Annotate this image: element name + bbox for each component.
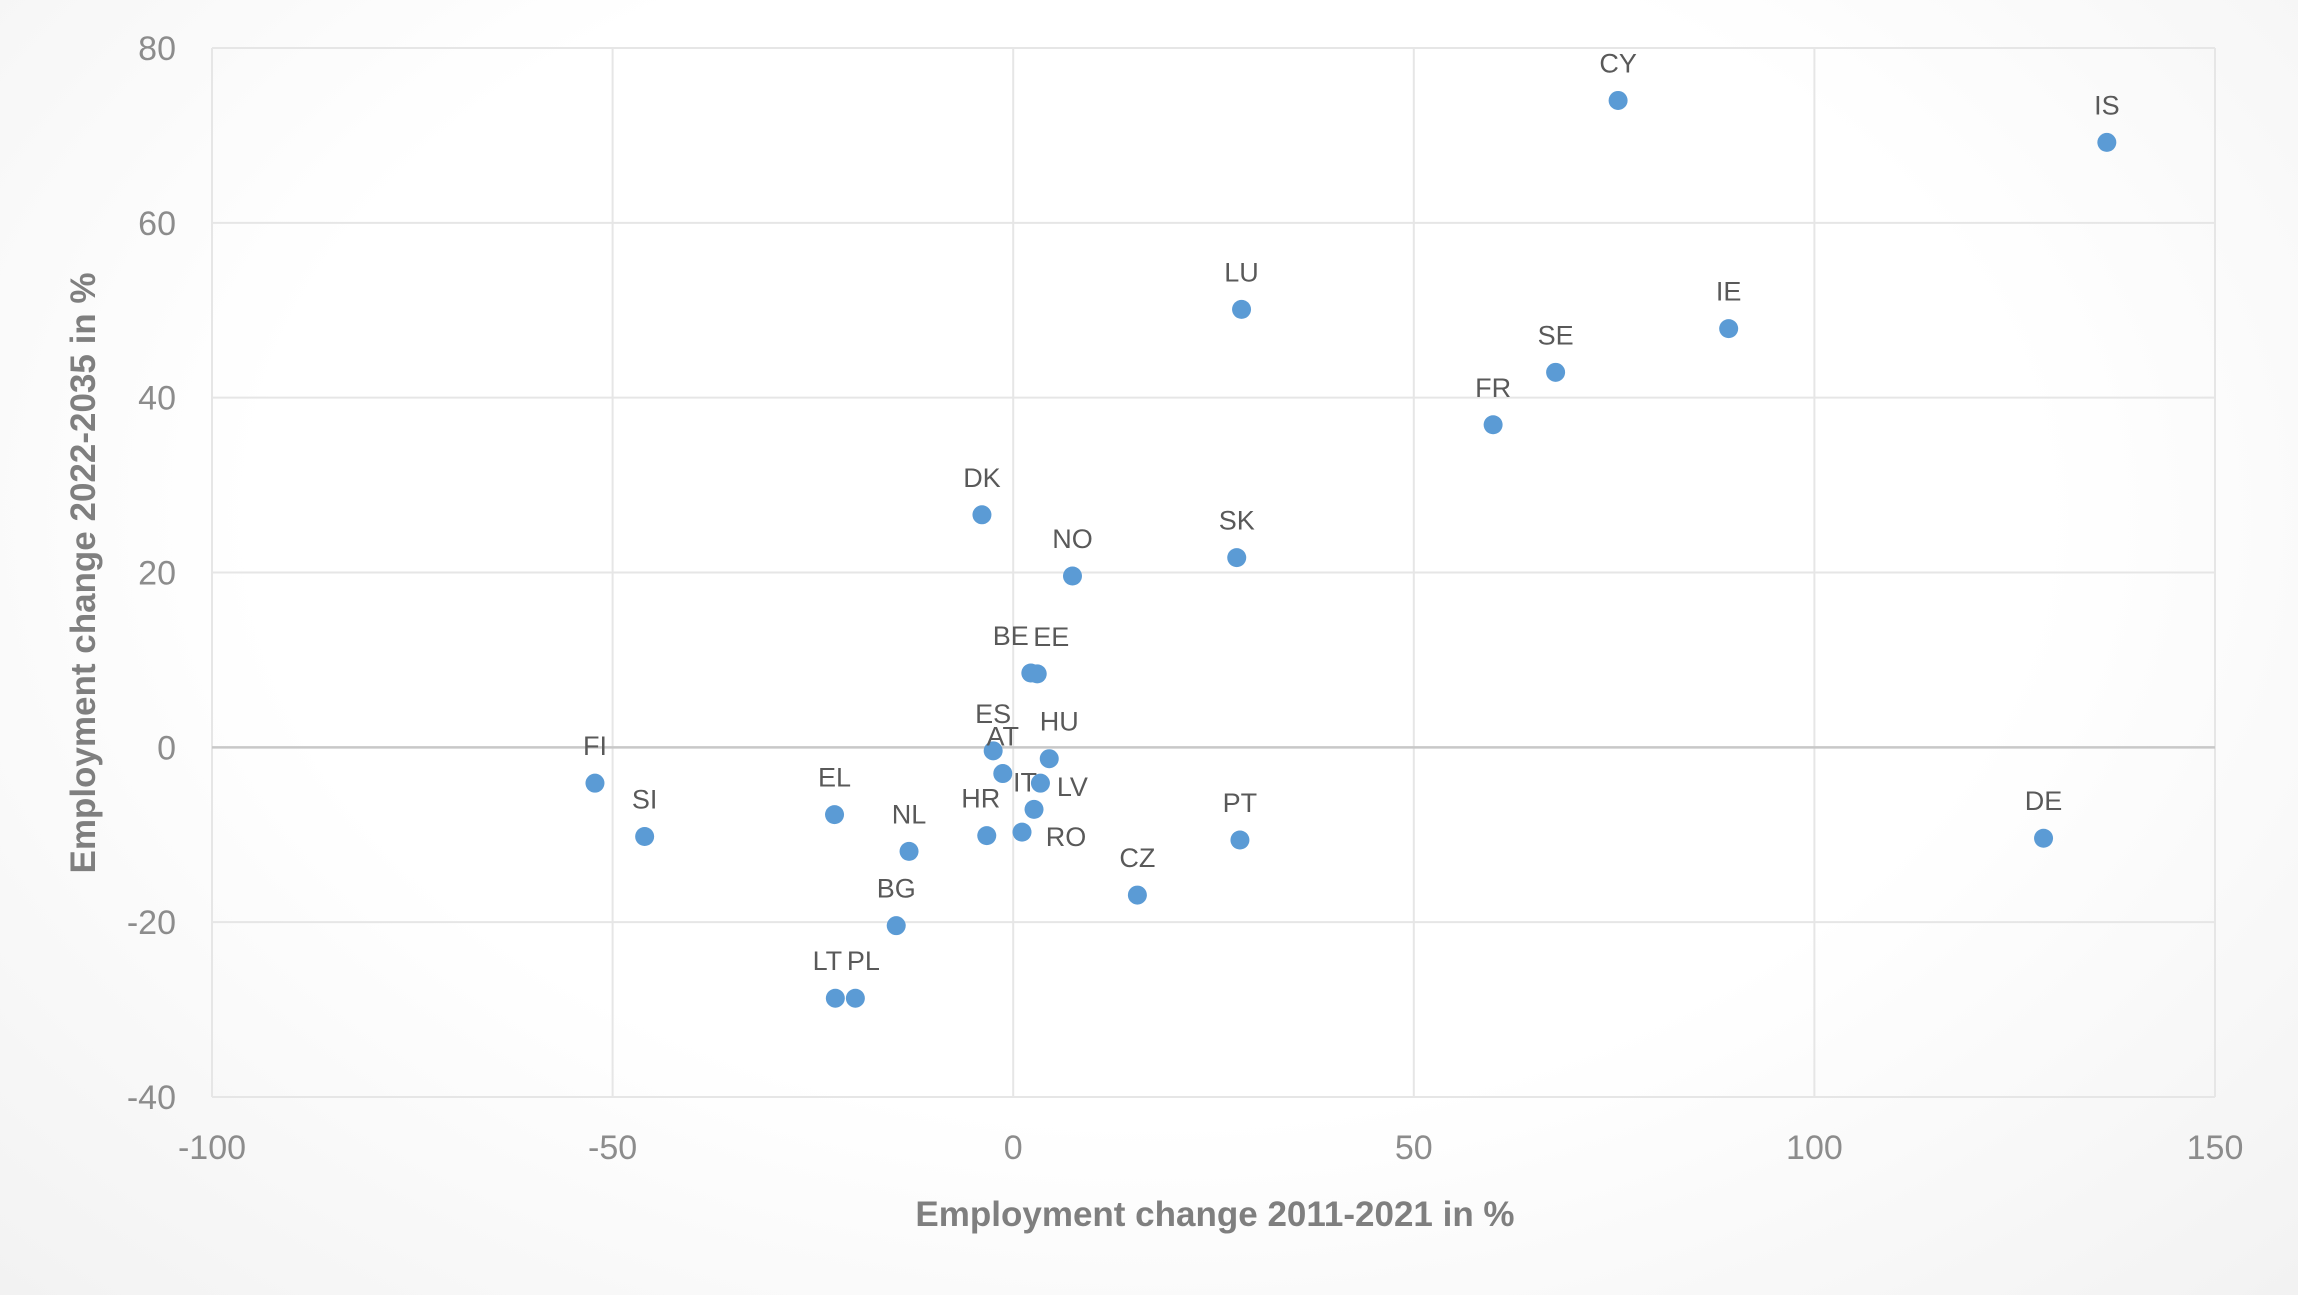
point-label-ee: EE xyxy=(1033,622,1069,652)
point-label-nl: NL xyxy=(892,799,927,829)
data-point-is xyxy=(2097,132,2117,152)
data-point-se xyxy=(1546,362,1566,382)
point-label-cz: CZ xyxy=(1119,843,1155,873)
point-label-sk: SK xyxy=(1219,506,1255,536)
point-label-ie: IE xyxy=(1716,277,1742,307)
point-label-be: BE xyxy=(993,621,1029,651)
data-point-de xyxy=(2034,828,2054,848)
x-axis-title: Employment change 2011-2021 in % xyxy=(915,1195,1514,1234)
point-label-si: SI xyxy=(632,784,658,814)
y-tick-label: 0 xyxy=(157,729,176,767)
point-label-fi: FI xyxy=(583,731,607,761)
point-label-is: IS xyxy=(2094,90,2120,120)
data-point-ie xyxy=(1719,319,1739,339)
point-label-bg: BG xyxy=(877,874,916,904)
x-tick-label: 150 xyxy=(2187,1129,2244,1167)
data-point-it xyxy=(1024,799,1044,819)
point-label-dk: DK xyxy=(963,463,1001,493)
x-tick-label: -100 xyxy=(178,1129,246,1167)
point-label-lu: LU xyxy=(1224,257,1259,287)
point-label-lt: LT xyxy=(813,946,843,976)
data-point-hr xyxy=(977,826,997,846)
data-point-es xyxy=(983,741,1003,761)
data-point-lt xyxy=(825,988,845,1008)
point-labels: CY IS LU IE SE FR DK SK NO BE EE ES HU AT LV FI IT EL RO SI… xyxy=(583,48,2120,976)
tick-labels: -100 -50 0 50 100 150 -40 -20 0 20 40 60 80 xyxy=(127,30,2244,1167)
point-label-hu: HU xyxy=(1040,707,1079,737)
point-label-hr: HR xyxy=(961,784,1000,814)
x-tick-label: 50 xyxy=(1395,1129,1433,1167)
point-label-el: EL xyxy=(818,763,851,793)
gridlines xyxy=(211,47,2216,1098)
point-label-es: ES xyxy=(975,699,1011,729)
data-point-nl xyxy=(899,841,919,861)
y-tick-label: 80 xyxy=(138,30,176,68)
data-point-lv xyxy=(1030,773,1050,793)
data-point-bg xyxy=(886,916,906,936)
data-point-lu xyxy=(1232,299,1252,319)
point-label-it: IT xyxy=(1013,767,1037,797)
point-label-pl: PL xyxy=(847,946,880,976)
data-point-pl xyxy=(845,988,865,1008)
point-label-pt: PT xyxy=(1223,788,1258,818)
y-tick-label: -40 xyxy=(127,1079,176,1117)
y-tick-label: -20 xyxy=(127,904,176,942)
x-tick-label: 0 xyxy=(1004,1129,1023,1167)
point-label-de: DE xyxy=(2025,786,2063,816)
data-point-si xyxy=(635,826,655,846)
data-point-no xyxy=(1062,566,1082,586)
data-point-cz xyxy=(1127,885,1147,905)
x-tick-label: 100 xyxy=(1786,1129,1843,1167)
data-point-pt xyxy=(1230,830,1250,850)
point-label-cy: CY xyxy=(1599,48,1637,78)
data-point-cy xyxy=(1608,90,1628,110)
y-tick-label: 20 xyxy=(138,555,176,593)
point-label-no: NO xyxy=(1052,524,1093,554)
data-points xyxy=(585,90,2117,1008)
data-point-hu xyxy=(1039,749,1059,769)
data-point-ee xyxy=(1027,664,1047,684)
data-point-dk xyxy=(972,505,992,525)
point-label-se: SE xyxy=(1538,320,1574,350)
y-tick-label: 40 xyxy=(138,380,176,418)
data-point-at xyxy=(993,764,1013,784)
point-label-lv: LV xyxy=(1057,772,1088,802)
data-point-fi xyxy=(585,773,605,793)
y-axis-title: Employment change 2022-2035 in % xyxy=(64,272,103,873)
y-tick-label: 60 xyxy=(138,205,176,243)
point-label-at: AT xyxy=(987,722,1020,752)
point-label-fr: FR xyxy=(1475,373,1511,403)
data-point-fr xyxy=(1483,415,1503,435)
data-point-el xyxy=(825,805,845,825)
data-point-sk xyxy=(1227,548,1247,568)
x-tick-label: -50 xyxy=(588,1129,637,1167)
data-point-ro xyxy=(1012,822,1032,842)
point-label-ro: RO xyxy=(1046,822,1087,852)
